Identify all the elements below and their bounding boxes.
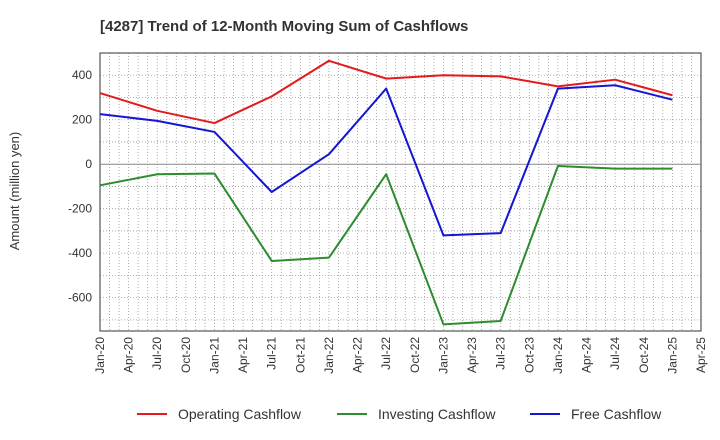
y-tick-label: 200 [72,113,92,127]
x-tick-label: Apr-25 [694,337,708,373]
y-tick-label: 0 [85,157,92,171]
x-tick-label: Jan-25 [665,337,679,374]
legend-label: Free Cashflow [571,406,662,422]
x-tick-label: Jan-20 [93,337,107,374]
legend-label: Operating Cashflow [178,406,302,422]
x-tick-label: Oct-24 [637,337,651,373]
x-tick-label: Oct-23 [522,337,536,373]
grid-lines [100,53,701,331]
x-tick-label: Apr-20 [122,337,136,373]
series-line-investing-cashflow [99,164,673,326]
legend: Operating Cashflow Investing Cashflow Free… [137,406,662,422]
y-tick-label: -600 [68,291,92,305]
x-tick-label: Jul-22 [379,337,393,370]
x-tick-label: Jan-24 [551,337,565,374]
x-tick-label: Oct-21 [293,337,307,373]
x-tick-label: Oct-22 [408,337,422,373]
x-tick-label: Jul-21 [265,337,279,370]
chart-title: [4287] Trend of 12-Month Moving Sum of C… [100,18,468,35]
legend-label: Investing Cashflow [378,406,496,422]
x-tick-label: Oct-20 [179,337,193,373]
x-tick-label: Jul-20 [150,337,164,370]
y-tick-label: -400 [68,246,92,260]
x-tick-label: Apr-22 [351,337,365,373]
x-tick-label: Apr-24 [580,337,594,373]
x-tick-label: Apr-23 [465,337,479,373]
plot-area-border [99,52,702,332]
series-line-operating-cashflow [99,59,673,125]
x-axis-ticks: Jan-20 Apr-20 Jul-20 Oct-20 Jan-21 Apr-21 Jul-… [93,337,708,374]
x-tick-label: Jul-23 [494,337,508,370]
x-tick-label: Jan-22 [322,337,336,374]
x-tick-label: Jan-21 [207,337,221,374]
y-tick-label: -200 [68,202,92,216]
x-tick-label: Jan-23 [436,337,450,374]
y-axis-label: Amount (million yen) [7,132,22,251]
x-tick-label: Jul-24 [608,337,622,370]
x-tick-label: Apr-21 [236,337,250,373]
series-line-free-cashflow [99,84,673,237]
y-axis-ticks: 400 200 0 -200 -400 -600 [68,68,92,304]
series-lines [99,59,673,326]
y-tick-label: 400 [72,68,92,82]
